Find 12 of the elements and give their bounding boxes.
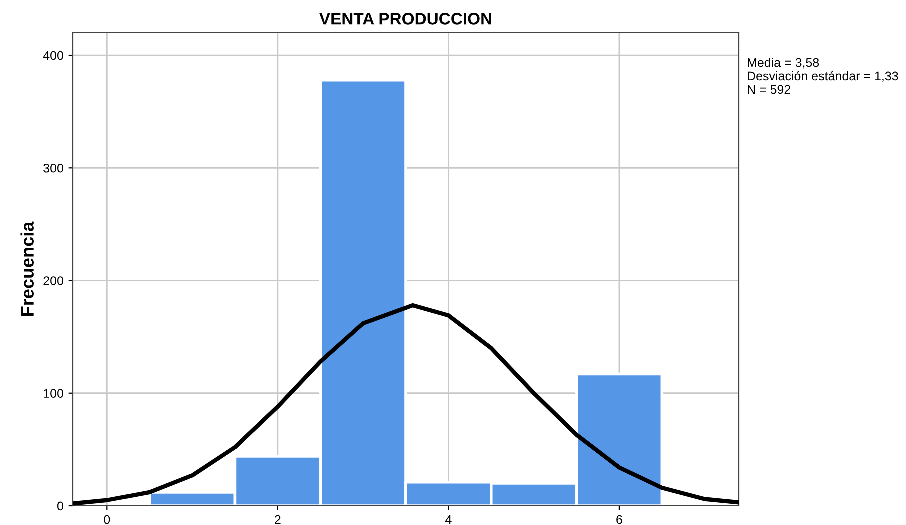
chart-title: VENTA PRODUCCION [320, 13, 492, 25]
x-tick-label: 4 [446, 515, 452, 524]
y-tick-label: 400 [43, 51, 64, 60]
y-tick-label: 100 [44, 389, 64, 398]
x-tick-label: 0 [104, 515, 110, 524]
y-axis-title: Frecuencia [20, 222, 34, 316]
y-tick-label: 0 [58, 502, 64, 511]
y-tick-label: 300 [44, 164, 64, 173]
y-tick-label: 200 [44, 276, 64, 286]
text: Media = 3,58 Desviación estándar = 1,33 N = 592 [748, 58, 898, 94]
x-tick-label: 6 [616, 515, 622, 524]
x-tick-label: 2 [275, 515, 281, 524]
